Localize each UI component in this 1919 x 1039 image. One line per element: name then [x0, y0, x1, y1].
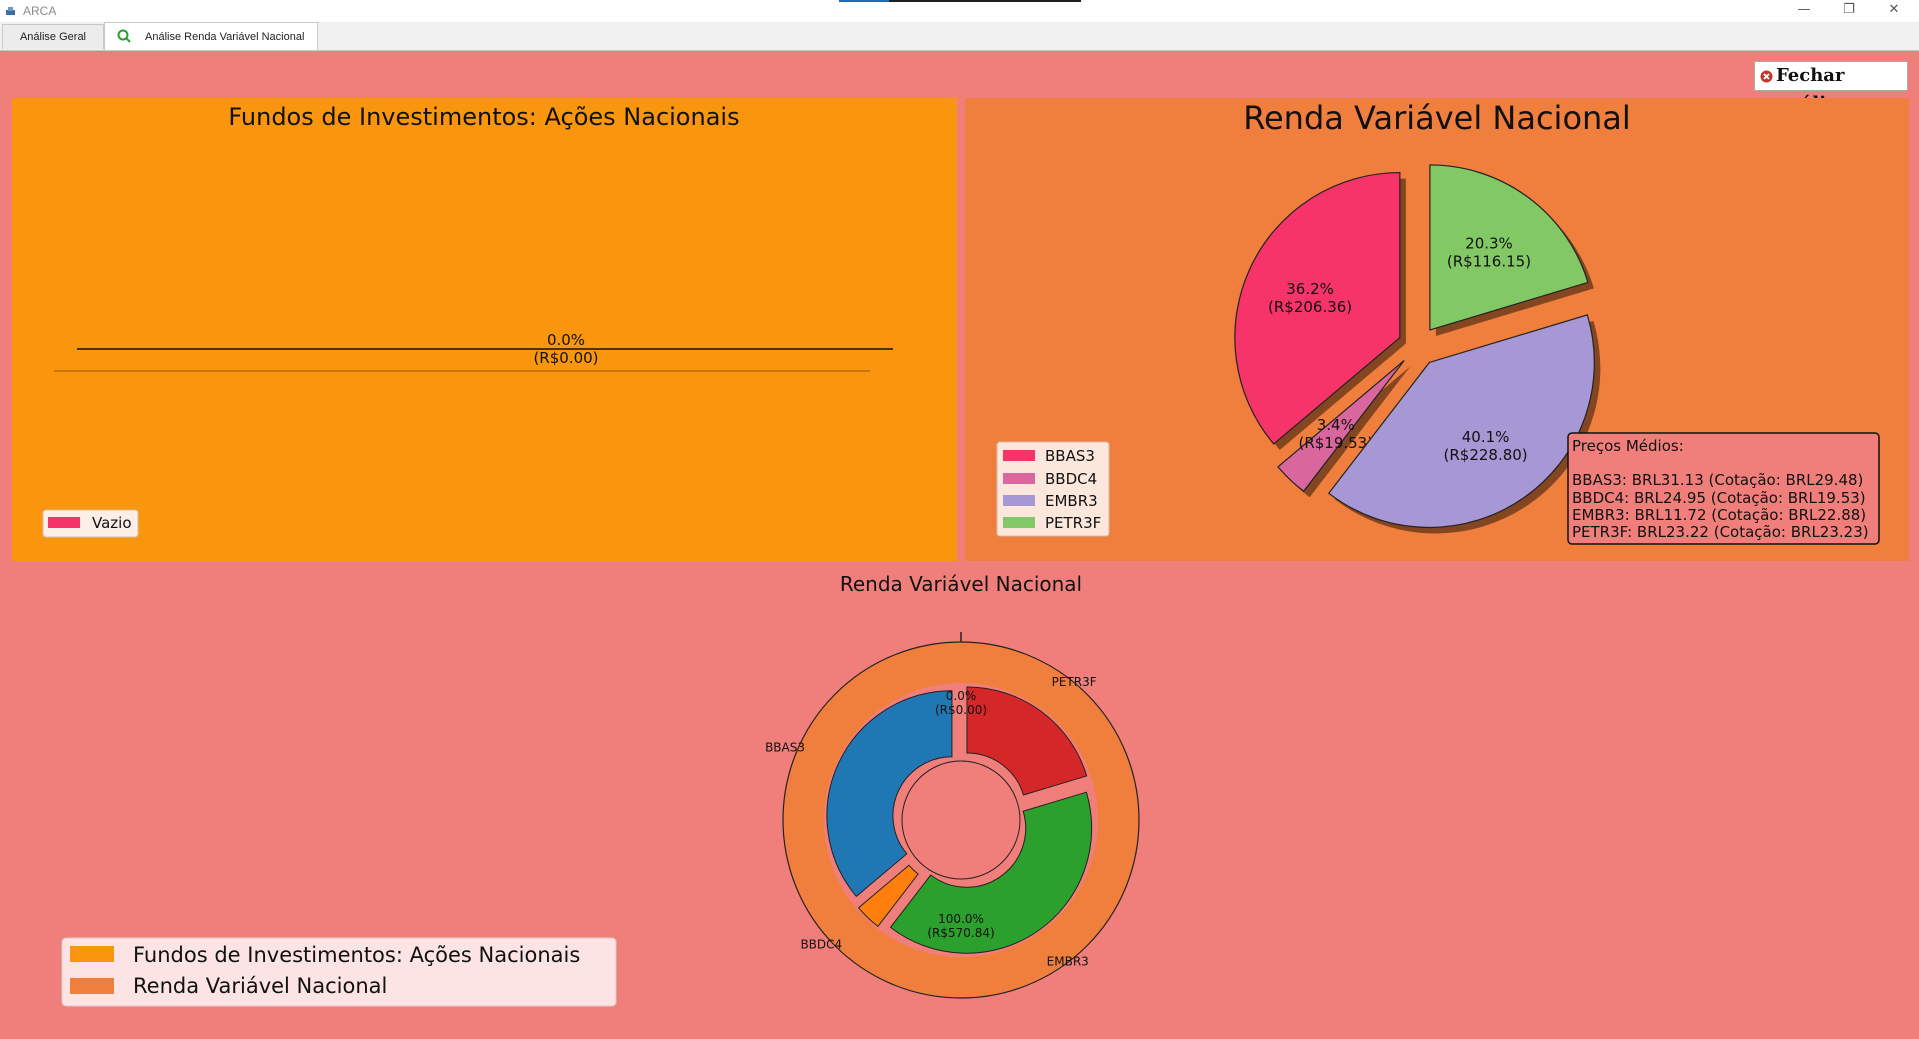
donut-inner-petr3f	[966, 686, 1088, 796]
fundos-panel-bg	[12, 98, 957, 561]
donut-inner-label-petr3f: PETR3F	[1052, 675, 1097, 689]
precos-medios-title: Preços Médios:	[1572, 437, 1684, 455]
window-titlebar: ARCA — ❐ ✕	[0, 0, 1919, 22]
donut-inner-bbdc4	[857, 864, 919, 928]
chart-canvas: Fundos de Investimentos: Ações Nacionais…	[12, 98, 1909, 1007]
pie-pct-label-petr3f: 20.3%	[1465, 234, 1513, 252]
window-title: ARCA	[23, 4, 57, 18]
donut-pct-label-renda: 100.0%	[938, 912, 984, 926]
fundos-chart-title: Fundos de Investimentos: Ações Nacionais	[228, 103, 739, 131]
pie-pct-label-bbas3: 36.2%	[1286, 280, 1334, 298]
fundos-legend: Vazio	[42, 509, 139, 538]
precos-medios-line: BBAS3: BRL31.13 (Cotação: BRL29.48)	[1572, 471, 1863, 489]
precos-medios-box: Preços Médios: BBAS3: BRL31.13 (Cotação:…	[1567, 432, 1880, 545]
donut-hole	[901, 760, 1021, 880]
maximize-button[interactable]: ❐	[1843, 2, 1855, 17]
legend-label-embr3: EMBR3	[1045, 492, 1098, 510]
pie-value-label-bbas3: (R$206.36)	[1268, 298, 1352, 316]
legend-label-vazio: Vazio	[92, 514, 132, 532]
renda-pie: 36.2%(R$206.36) 3.4%(R$19.53) 40.1%(R$228.…	[1234, 164, 1601, 534]
tab-analise-geral[interactable]: Análise Geral	[2, 24, 104, 49]
pie-value-label-bbdc4: (R$19.53)	[1298, 434, 1373, 452]
pie-pct-label-bbdc4: 3.4%	[1317, 416, 1355, 434]
donut-pct-label-fundos: 0.0%	[946, 689, 977, 703]
tab-analise-renda-variavel[interactable]: Análise Renda Variável Nacional	[104, 22, 318, 50]
refresh-search-icon	[117, 29, 131, 43]
donut-inner-embr3	[889, 791, 1093, 954]
precos-medios-line: BBDC4: BRL24.95 (Cotação: BRL19.53)	[1572, 489, 1866, 507]
legend-swatch-petr3f	[1003, 517, 1035, 528]
legend-label-bbdc4: BBDC4	[1045, 470, 1097, 488]
legend-swatch-fundos	[70, 946, 114, 962]
pie-value-label-embr3: (R$228.80)	[1444, 446, 1528, 464]
legend-swatch-vazio	[48, 517, 80, 528]
donut-inner-label-bbas3: BBAS3	[765, 741, 805, 755]
legend-swatch-bbas3	[1003, 450, 1035, 461]
app-icon	[6, 7, 15, 15]
renda-donut: PETR3F EMBR3 BBDC4 BBAS3 0.0%(R$0.00) 100.0%(…	[765, 632, 1140, 999]
donut-value-label-fundos: (R$0.00)	[935, 703, 987, 717]
legend-swatch-renda	[70, 978, 114, 994]
donut-outer-renda-vari-vel-nacional	[783, 642, 1139, 998]
close-circle-icon	[1760, 70, 1773, 83]
title-progress-strip	[839, 0, 1081, 2]
close-window-button[interactable]: ✕	[1888, 2, 1900, 17]
donut-legend: Fundos de Investimentos: Ações Nacionais…	[61, 937, 617, 1007]
donut-chart-title: Renda Variável Nacional	[840, 572, 1082, 596]
donut-inner-bbas3	[826, 690, 953, 898]
legend-swatch-embr3	[1003, 495, 1035, 506]
pie-pct-label-embr3: 40.1%	[1462, 428, 1510, 446]
title-progress-accent	[839, 0, 889, 2]
pie-slice-petr3f	[1429, 164, 1589, 331]
renda-legend: BBAS3 BBDC4 EMBR3 PETR3F	[996, 441, 1110, 537]
precos-medios-line: EMBR3: BRL11.72 (Cotação: BRL22.88)	[1572, 506, 1866, 524]
legend-label-petr3f: PETR3F	[1045, 514, 1101, 532]
legend-label-fundos: Fundos de Investimentos: Ações Nacionais	[133, 943, 580, 967]
legend-label-bbas3: BBAS3	[1045, 447, 1095, 465]
fundos-pct-label: 0.0%	[547, 331, 585, 349]
renda-chart-title: Renda Variável Nacional	[1243, 99, 1631, 137]
tab-label: Análise Renda Variável Nacional	[145, 31, 305, 43]
pie-value-label-petr3f: (R$116.15)	[1447, 252, 1531, 270]
pie-slice-bbdc4	[1277, 360, 1405, 493]
legend-swatch-bbdc4	[1003, 473, 1035, 484]
minimize-button[interactable]: —	[1797, 2, 1811, 17]
donut-value-label-renda: (R$570.84)	[927, 926, 994, 940]
pie-slice-bbas3	[1234, 171, 1401, 445]
precos-medios-line: PETR3F: BRL23.22 (Cotação: BRL23.23)	[1572, 523, 1869, 541]
tab-bar: Análise Geral Análise Renda Variável Nac…	[0, 22, 1919, 51]
fundos-value-label: (R$0.00)	[533, 349, 598, 367]
donut-inner-label-bbdc4: BBDC4	[800, 937, 842, 951]
donut-inner-label-embr3: EMBR3	[1047, 955, 1089, 969]
legend-label-renda: Renda Variável Nacional	[133, 974, 387, 998]
pie-slice-embr3	[1327, 314, 1595, 529]
